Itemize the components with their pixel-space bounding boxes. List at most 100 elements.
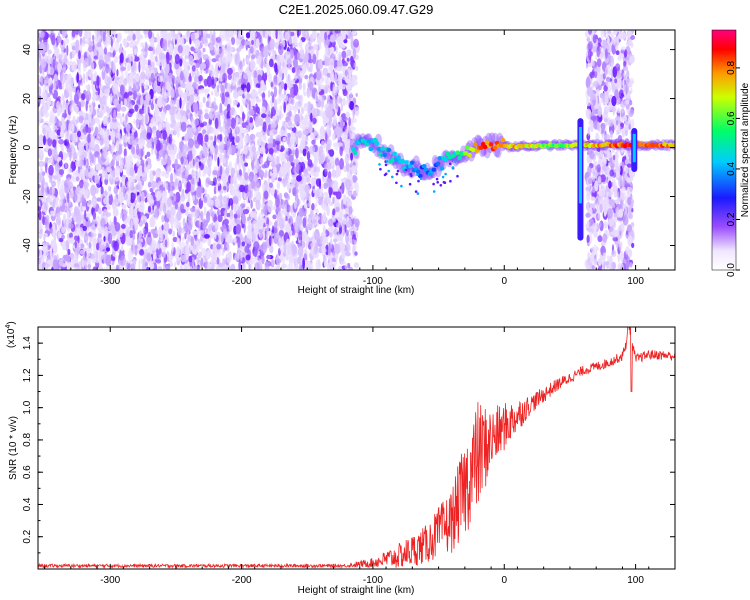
noise-blob (258, 165, 262, 177)
noise-blob (246, 230, 251, 239)
noise-blob (200, 62, 207, 70)
noise-blob (314, 91, 319, 103)
noise-blob (205, 101, 210, 108)
noise-blob (326, 192, 330, 203)
noise-blob (241, 122, 247, 129)
noise-blob (126, 42, 130, 48)
noise-blob (217, 84, 220, 93)
noise-blob (100, 186, 104, 195)
noise-blob (282, 61, 285, 68)
noise-blob (61, 30, 68, 37)
noise-blob (335, 165, 340, 172)
noise-blob (173, 261, 177, 269)
noise-blob (120, 66, 127, 72)
noise-blob (38, 172, 43, 183)
noise-blob (257, 146, 261, 154)
noise-blob (249, 211, 256, 218)
noise-blob (54, 60, 58, 71)
noise-blob (41, 241, 46, 248)
noise-blob (202, 47, 206, 53)
noise-blob (114, 166, 121, 177)
noise-blob (194, 93, 198, 102)
noise-blob (103, 226, 109, 238)
noise-blob (103, 236, 106, 242)
noise-blob (156, 99, 160, 106)
noise-blob (344, 147, 347, 153)
noise-blob (160, 202, 164, 212)
noise-blob (244, 162, 249, 167)
noise-blob (186, 201, 190, 208)
noise-blob (273, 86, 278, 97)
noise-blob (251, 145, 256, 153)
noise-blob (219, 165, 223, 176)
noise-blob (325, 229, 329, 234)
noise-blob (224, 101, 228, 106)
noise-blob (71, 30, 76, 38)
noise-blob (108, 194, 113, 206)
noise-blob (179, 241, 185, 249)
noise-blob (226, 252, 232, 258)
noise-blob (293, 200, 297, 210)
noise-blob (263, 190, 269, 200)
noise-blob (92, 266, 97, 270)
noise-blob (278, 218, 284, 230)
noise-blob (205, 251, 210, 258)
noise-blob (172, 236, 178, 243)
noise-blob (257, 74, 262, 82)
noise-blob (60, 72, 65, 78)
noise-blob (212, 195, 217, 201)
noise-blob (314, 242, 318, 254)
noise-blob (217, 208, 220, 216)
noise-blob (157, 181, 164, 186)
noise-blob (299, 121, 305, 129)
noise-blob (138, 34, 144, 40)
noise-blob (236, 47, 242, 52)
noise-blob (218, 189, 223, 195)
noise-blob (288, 254, 295, 267)
noise-blob (353, 38, 359, 48)
noise-blob (108, 135, 111, 141)
noise-blob (118, 48, 124, 54)
noise-blob (250, 96, 256, 107)
noise-blob (288, 154, 294, 163)
noise-blob (263, 205, 268, 216)
noise-blob (147, 30, 153, 39)
noise-blob (45, 217, 48, 227)
noise-blob (266, 254, 271, 260)
noise-blob (150, 228, 156, 234)
noise-blob (144, 164, 147, 174)
noise-blob (176, 221, 182, 226)
noise-blob (327, 178, 333, 183)
noise-blob (89, 253, 96, 260)
noise-blob (232, 30, 235, 39)
noise-blob (290, 136, 297, 144)
noise-blob (261, 92, 266, 98)
noise-blob (214, 44, 220, 55)
noise-blob (184, 169, 189, 179)
noise-blob (160, 111, 166, 118)
noise-blob (162, 129, 167, 141)
noise-blob (53, 254, 58, 267)
noise-blob (264, 169, 268, 178)
noise-blob (194, 75, 199, 83)
noise-blob (137, 158, 140, 167)
noise-blob (313, 171, 319, 178)
noise-blob (179, 113, 182, 124)
noise-blob (188, 255, 193, 263)
noise-blob (112, 132, 116, 145)
noise-blob (216, 134, 222, 140)
noise-blob (70, 77, 74, 88)
noise-blob (237, 30, 244, 36)
noise-blob (266, 103, 270, 115)
noise-blob (162, 182, 168, 188)
noise-blob (215, 183, 218, 194)
noise-blob (110, 168, 113, 181)
noise-blob (206, 123, 212, 134)
noise-blob (276, 183, 280, 188)
noise-blob (204, 113, 210, 120)
noise-blob (256, 218, 262, 229)
noise-blob (172, 230, 175, 237)
noise-blob (119, 43, 122, 48)
noise-blob (244, 172, 249, 181)
noise-blob (52, 139, 57, 148)
